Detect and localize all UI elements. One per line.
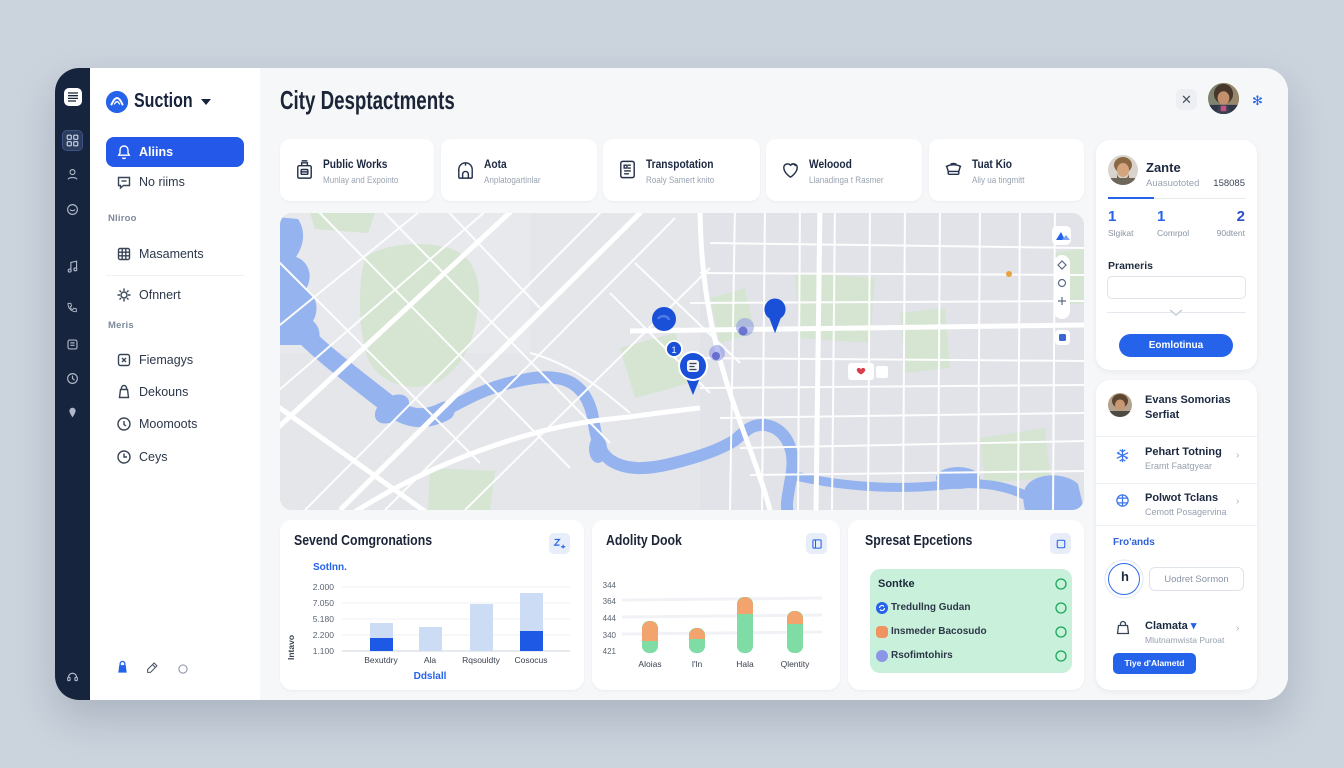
svg-text:364: 364	[603, 597, 617, 606]
svg-text:I'ln: I'ln	[692, 659, 703, 669]
svg-text:344: 344	[603, 581, 617, 590]
svg-text:444: 444	[603, 614, 617, 623]
svg-text:7.050: 7.050	[313, 598, 335, 608]
svg-text:Intavo: Intavo	[286, 635, 296, 660]
svg-text:1: 1	[671, 345, 676, 355]
svg-text:Ala: Ala	[424, 655, 437, 665]
svg-text:Hala: Hala	[736, 659, 754, 669]
svg-text:340: 340	[603, 631, 617, 640]
svg-text:5.180: 5.180	[313, 614, 335, 624]
svg-text:2.000: 2.000	[313, 582, 335, 592]
svg-text:Bexutdry: Bexutdry	[364, 655, 398, 665]
svg-text:Qlentity: Qlentity	[781, 659, 811, 669]
svg-text:Cosocus: Cosocus	[514, 655, 547, 665]
svg-text:Sotlnn.: Sotlnn.	[313, 562, 347, 573]
svg-text:1.100: 1.100	[313, 646, 335, 656]
svg-text:2.200: 2.200	[313, 630, 335, 640]
svg-text:Ddslall: Ddslall	[414, 671, 447, 682]
svg-text:Rqsouldty: Rqsouldty	[462, 655, 501, 665]
svg-text:421: 421	[603, 647, 617, 656]
svg-text:Aloias: Aloias	[638, 659, 661, 669]
